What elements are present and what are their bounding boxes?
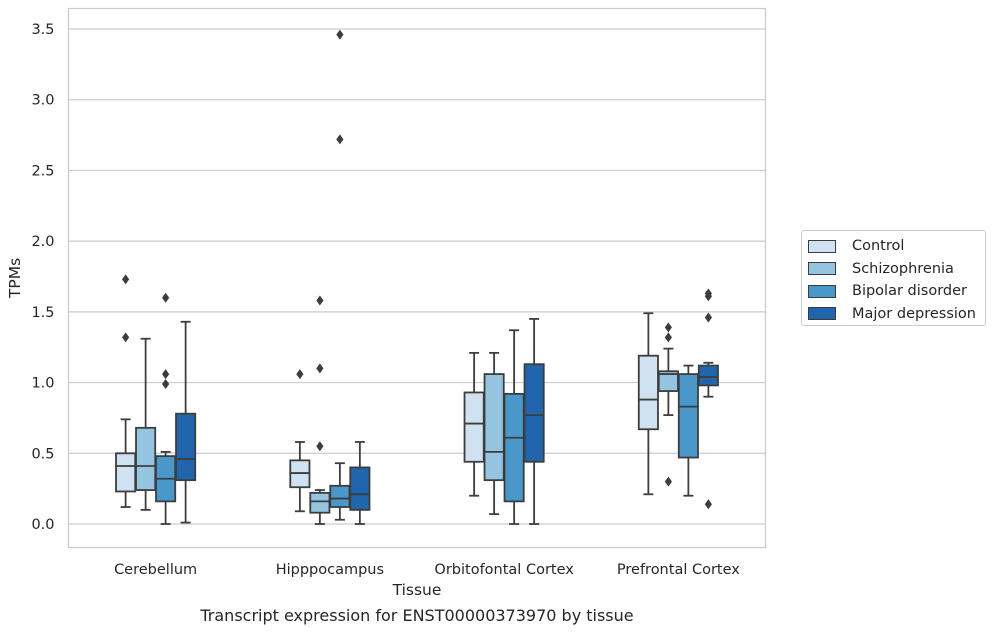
x-tick-label: Hipppocampus xyxy=(276,562,384,578)
box-iqr xyxy=(463,391,485,463)
x-tick-label: Orbitofontal Cortex xyxy=(434,562,574,578)
x-tick-label: Cerebellum xyxy=(114,562,197,578)
outlier-point xyxy=(162,369,170,380)
outlier-point xyxy=(162,292,170,303)
outlier-point xyxy=(704,312,712,323)
x-tick-labels: Cerebellum Hipppocampus Orbitofontal Corte… xyxy=(114,562,740,578)
outlier-point xyxy=(162,378,170,389)
box-iqr xyxy=(175,412,197,482)
outlier-point xyxy=(664,332,672,343)
box-major-depression xyxy=(523,318,545,525)
x-axis-label: Tissue xyxy=(392,581,442,599)
outlier-point xyxy=(704,499,712,510)
box-schizophrenia xyxy=(657,322,679,487)
plot-frame xyxy=(67,7,767,549)
outlier-point xyxy=(664,476,672,487)
box-schizophrenia xyxy=(483,351,505,515)
legend-label-major-depression: Major depression xyxy=(852,305,976,322)
box-bipolar-disorder xyxy=(155,292,177,525)
box-control xyxy=(463,351,485,497)
y-tick-label: 2.0 xyxy=(31,234,54,250)
y-tick-labels: 0.0 0.5 1.0 1.5 2.0 2.5 3.0 3.5 xyxy=(31,22,54,533)
box-bipolar-disorder xyxy=(503,329,525,525)
y-tick-label: 0.5 xyxy=(31,446,54,462)
legend: Control Schizophrenia Bipolar disorder M… xyxy=(801,230,986,326)
box-layer xyxy=(115,29,719,525)
y-tick-label: 2.5 xyxy=(31,163,54,179)
outlier-point xyxy=(122,274,130,285)
gridlines xyxy=(68,28,766,525)
legend-swatch-schizophrenia xyxy=(808,262,836,276)
outlier-point xyxy=(336,134,344,145)
legend-swatch-major-depression xyxy=(808,307,836,321)
box-iqr xyxy=(637,354,659,431)
box-iqr xyxy=(483,373,505,482)
box-control xyxy=(637,312,659,496)
x-tick-label: Prefrontal Cortex xyxy=(617,562,740,578)
box-iqr xyxy=(349,466,371,511)
outlier-point xyxy=(316,295,324,306)
legend-label-schizophrenia: Schizophrenia xyxy=(852,260,954,277)
outlier-point xyxy=(336,29,344,40)
box-bipolar-disorder xyxy=(677,364,699,497)
y-tick-label: 1.0 xyxy=(31,376,54,392)
outlier-point xyxy=(316,441,324,452)
box-iqr xyxy=(677,373,699,459)
box-iqr xyxy=(135,426,157,491)
box-control xyxy=(115,274,137,508)
box-schizophrenia xyxy=(135,337,157,511)
legend-item-schizophrenia: Schizophrenia xyxy=(808,258,979,281)
legend-item-bipolar-disorder: Bipolar disorder xyxy=(808,280,979,303)
outlier-point xyxy=(704,288,712,299)
legend-label-control: Control xyxy=(852,238,905,255)
box-schizophrenia xyxy=(309,295,331,525)
box-iqr xyxy=(523,363,545,463)
box-iqr xyxy=(115,452,137,493)
y-tick-label: 1.5 xyxy=(31,305,54,321)
legend-swatch-control xyxy=(808,239,836,253)
y-tick-label: 0.0 xyxy=(31,517,54,533)
box-iqr xyxy=(697,364,719,387)
legend-swatch-bipolar-disorder xyxy=(808,284,836,298)
y-tick-label: 3.0 xyxy=(31,93,54,109)
box-iqr xyxy=(309,491,331,514)
y-axis-label: TPMs xyxy=(6,258,24,299)
y-tick-label: 3.5 xyxy=(31,22,54,38)
box-major-depression xyxy=(175,320,197,524)
box-iqr xyxy=(503,392,525,503)
box-major-depression xyxy=(697,288,719,510)
outlier-point xyxy=(664,322,672,333)
outlier-point xyxy=(122,332,130,343)
box-bipolar-disorder xyxy=(329,29,351,521)
outlier-point xyxy=(296,369,304,380)
box-major-depression xyxy=(349,441,371,525)
outlier-point xyxy=(316,363,324,374)
chart-caption: Transcript expression for ENST0000037397… xyxy=(200,606,634,625)
legend-label-bipolar-disorder: Bipolar disorder xyxy=(852,283,967,300)
box-iqr xyxy=(329,484,351,508)
box-control xyxy=(289,369,311,513)
legend-item-major-depression: Major depression xyxy=(808,303,979,326)
legend-item-control: Control xyxy=(808,235,979,258)
